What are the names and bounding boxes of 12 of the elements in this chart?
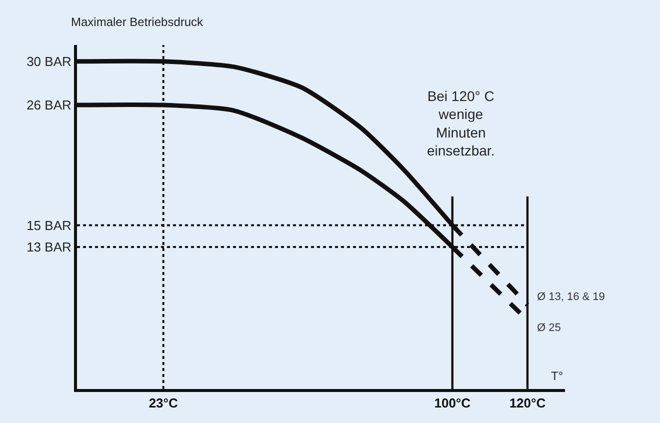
series-label: Ø 25 xyxy=(537,322,561,334)
y-axis-title: Maximaler Betriebsdruck xyxy=(71,15,204,29)
y-tick-label: 26 BAR xyxy=(26,98,72,113)
y-tick-label: 13 BAR xyxy=(26,240,72,255)
series-label: Ø 13, 16 & 19 xyxy=(537,291,605,303)
x-tick-label: 23°C xyxy=(148,396,178,411)
x-tick-label: 120°C xyxy=(509,396,546,411)
x-axis-title: T° xyxy=(551,369,564,383)
x-tick-label: 100°C xyxy=(434,396,472,411)
y-tick-label: 15 BAR xyxy=(26,218,72,233)
y-tick-label: 30 BAR xyxy=(26,54,72,69)
annotation: Bei 120° C wenige Minuten einsetzbar. xyxy=(427,88,495,159)
